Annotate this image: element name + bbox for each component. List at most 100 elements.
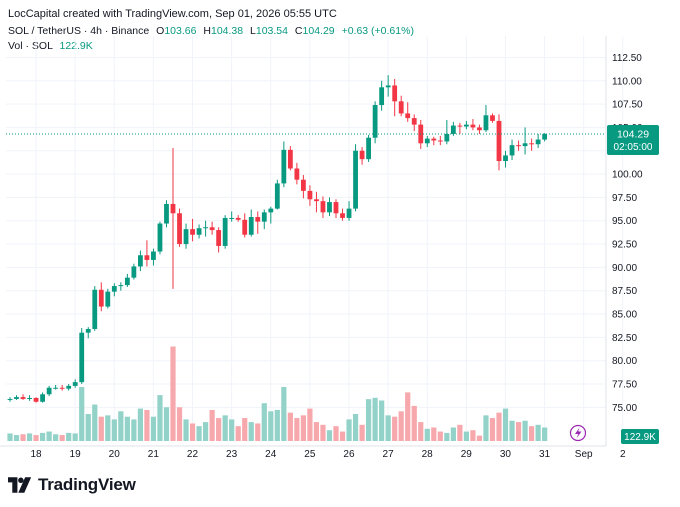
candle[interactable] xyxy=(40,392,45,403)
candle[interactable] xyxy=(27,395,32,401)
candle[interactable] xyxy=(392,78,398,117)
candle[interactable] xyxy=(333,199,339,218)
candle[interactable] xyxy=(242,213,248,238)
candle[interactable] xyxy=(229,211,235,222)
candle[interactable] xyxy=(203,220,208,237)
candle[interactable] xyxy=(379,80,385,111)
candle[interactable] xyxy=(503,150,508,168)
candle[interactable] xyxy=(405,102,411,122)
candle[interactable] xyxy=(398,95,404,117)
candle[interactable] xyxy=(385,75,391,97)
candle[interactable] xyxy=(170,147,176,289)
volume-bar xyxy=(379,400,385,441)
candle[interactable] xyxy=(79,328,85,385)
candle[interactable] xyxy=(274,179,280,210)
brand-name: TradingView xyxy=(38,475,136,494)
candle[interactable] xyxy=(248,209,254,237)
candle[interactable] xyxy=(424,135,430,148)
candle[interactable] xyxy=(437,135,443,146)
candle[interactable] xyxy=(320,196,326,218)
volume-bar xyxy=(281,387,287,441)
candle[interactable] xyxy=(431,136,437,146)
candle[interactable] xyxy=(261,209,267,230)
candle[interactable] xyxy=(72,379,78,388)
candle[interactable] xyxy=(464,120,469,130)
last-price-tag[interactable] xyxy=(607,125,659,156)
candle[interactable] xyxy=(490,113,495,123)
candle[interactable] xyxy=(346,201,352,221)
candle[interactable] xyxy=(98,282,104,312)
candle[interactable] xyxy=(516,140,521,151)
candle[interactable] xyxy=(216,227,222,253)
candle[interactable] xyxy=(53,384,59,390)
candle[interactable] xyxy=(535,133,541,148)
candle[interactable] xyxy=(7,397,13,402)
candle[interactable] xyxy=(190,218,195,242)
candle[interactable] xyxy=(509,139,515,161)
candle[interactable] xyxy=(483,105,489,133)
candle[interactable] xyxy=(444,119,450,145)
volume-bar xyxy=(418,422,424,441)
candle[interactable] xyxy=(118,282,124,291)
candle[interactable] xyxy=(314,191,319,213)
candle[interactable] xyxy=(33,397,39,403)
candle[interactable] xyxy=(450,121,456,136)
volume-bar xyxy=(515,422,522,441)
candle[interactable] xyxy=(196,224,202,239)
candle[interactable] xyxy=(66,384,72,391)
candle[interactable] xyxy=(477,124,482,134)
candle[interactable] xyxy=(144,240,150,267)
volume-label[interactable]: Vol · SOL xyxy=(8,40,53,52)
candle[interactable] xyxy=(366,134,371,162)
volume-bar xyxy=(98,416,104,441)
candle[interactable] xyxy=(138,250,143,272)
candle[interactable] xyxy=(14,395,19,400)
candle[interactable] xyxy=(457,122,463,134)
candle[interactable] xyxy=(496,114,502,171)
candle[interactable] xyxy=(222,215,228,249)
candle[interactable] xyxy=(294,162,300,185)
candle[interactable] xyxy=(287,146,293,171)
symbol-label[interactable]: SOL / TetherUS · 4h · Binance xyxy=(8,25,150,37)
candle[interactable] xyxy=(470,119,476,131)
candle[interactable] xyxy=(359,147,365,165)
volume-bar xyxy=(261,403,267,441)
candle[interactable] xyxy=(46,385,52,397)
candle[interactable] xyxy=(177,208,182,247)
candle[interactable] xyxy=(124,273,130,287)
volume-bar xyxy=(85,414,91,441)
candle[interactable] xyxy=(59,384,65,391)
candle[interactable] xyxy=(340,208,345,221)
candle[interactable] xyxy=(353,144,358,212)
candle[interactable] xyxy=(522,127,528,155)
candle[interactable] xyxy=(529,138,534,151)
candle[interactable] xyxy=(255,211,261,234)
candle[interactable] xyxy=(235,215,241,222)
candle[interactable] xyxy=(183,223,189,249)
candle[interactable] xyxy=(327,197,332,217)
candle[interactable] xyxy=(92,286,98,331)
volume-bar xyxy=(7,433,13,441)
candle[interactable] xyxy=(20,394,26,400)
candle[interactable] xyxy=(131,263,137,280)
candle[interactable] xyxy=(411,114,417,132)
candle[interactable] xyxy=(542,133,548,142)
candle[interactable] xyxy=(157,221,163,255)
candle[interactable] xyxy=(307,185,313,206)
candle[interactable] xyxy=(151,248,156,266)
candle[interactable] xyxy=(301,175,306,199)
volume-bar xyxy=(522,420,528,441)
candle-body xyxy=(157,223,163,252)
candle-body xyxy=(483,115,489,131)
candle-body xyxy=(340,213,345,218)
candlestick-chart[interactable]: 112.50110.00107.50105.00102.50100.0097.5… xyxy=(0,0,680,470)
candle[interactable] xyxy=(111,283,117,297)
candle[interactable] xyxy=(105,288,111,309)
lightning-icon[interactable] xyxy=(569,424,587,442)
candle[interactable] xyxy=(372,101,378,144)
candle[interactable] xyxy=(268,206,274,224)
candle[interactable] xyxy=(164,200,169,228)
candle[interactable] xyxy=(85,327,91,339)
candle[interactable] xyxy=(209,221,215,235)
candle[interactable] xyxy=(281,141,287,188)
